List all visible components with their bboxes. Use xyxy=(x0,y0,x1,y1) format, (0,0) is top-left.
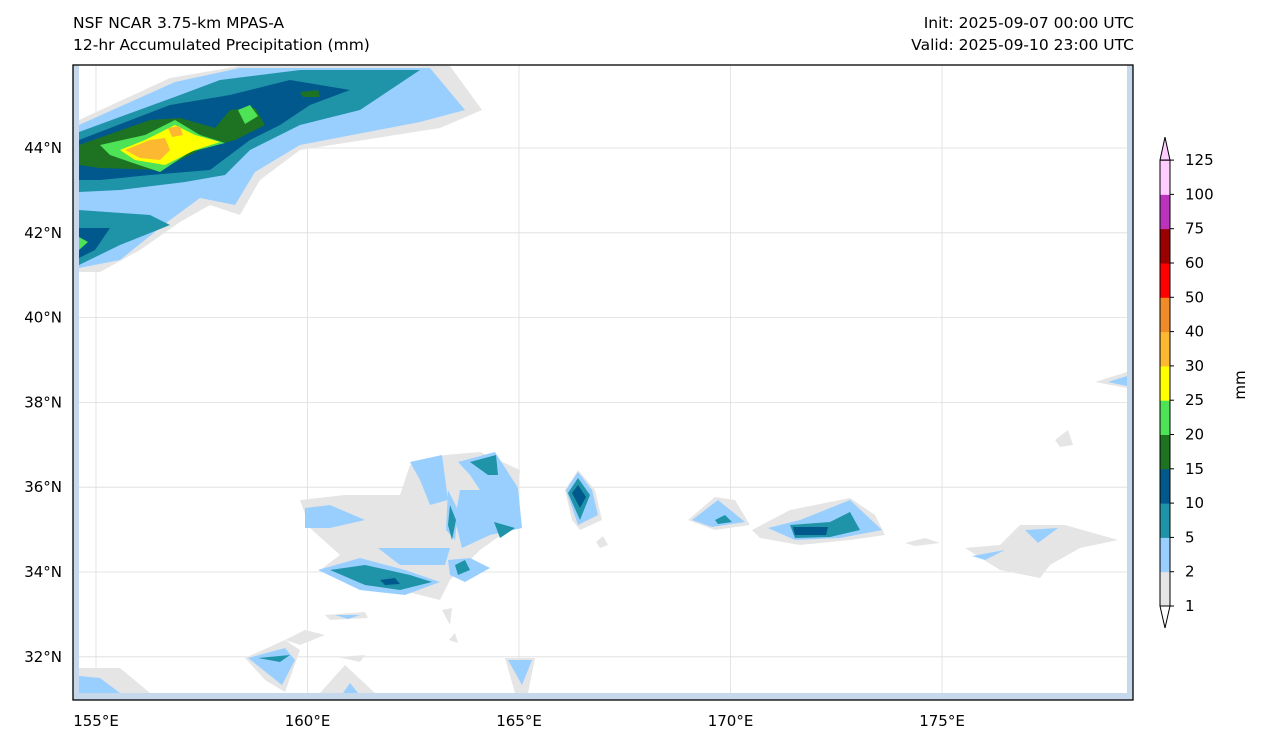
lon-tick-label: 155°E xyxy=(73,712,119,730)
contour-2mm xyxy=(692,500,745,527)
contour-1mm xyxy=(596,536,608,548)
contour-20mm-b xyxy=(238,105,258,124)
contour-30mm xyxy=(125,138,170,160)
edge-strip-left xyxy=(73,65,79,700)
precip-contours xyxy=(73,65,1133,700)
colorbar-extend-max xyxy=(1159,136,1171,161)
colorbar-bin xyxy=(1160,263,1170,298)
lat-tick-label: 40°N xyxy=(24,309,62,327)
contour-5mm xyxy=(715,515,732,524)
colorbar-bin xyxy=(1160,537,1170,573)
lat-tick-label: 32°N xyxy=(24,648,62,666)
init-time: Init: 2025-09-07 00:00 UTC xyxy=(923,14,1134,32)
contour-2mm xyxy=(455,452,522,548)
contour-2mm xyxy=(343,683,358,693)
contour-5mm xyxy=(455,560,470,575)
contour-15mm-b xyxy=(300,90,320,97)
contour-20mm-c xyxy=(79,237,88,250)
lon-tick-label: 170°E xyxy=(708,712,754,730)
contour-1mm xyxy=(320,665,375,693)
contour-30mm-b xyxy=(168,126,183,137)
colorbar-tick-label: 5 xyxy=(1185,528,1195,546)
contour-5mm xyxy=(258,655,290,662)
colorbar-bin xyxy=(1160,365,1170,401)
lat-tick-label: 34°N xyxy=(24,563,62,581)
colorbar-tick-label: 60 xyxy=(1185,254,1204,272)
contour-1mm xyxy=(285,630,325,645)
contour-2mm xyxy=(305,505,365,528)
contour-2mm xyxy=(972,550,1005,560)
contour-1mm xyxy=(965,525,1118,578)
colorbar-bin xyxy=(1160,160,1170,195)
contour-2mm xyxy=(410,455,448,505)
lat-tick-label: 44°N xyxy=(24,139,62,157)
contour-10mm xyxy=(793,527,828,535)
colorbar-bin xyxy=(1160,400,1170,435)
map-frame xyxy=(72,64,1134,701)
contour-10mm xyxy=(380,578,400,585)
colorbar-tick-label: 30 xyxy=(1185,357,1204,375)
contour-5mm xyxy=(448,505,456,540)
colorbar-bin xyxy=(1160,297,1170,333)
colorbar-tick-label: 20 xyxy=(1185,426,1204,444)
contour-10mm xyxy=(572,485,586,508)
colorbar-bin xyxy=(1160,228,1170,264)
contour-2mm xyxy=(1108,376,1127,386)
edge-strip-bottom xyxy=(73,693,1133,700)
contour-2mm xyxy=(1025,528,1058,543)
contour-10mm-b xyxy=(79,228,110,258)
colorbar-tick-label: 25 xyxy=(1185,391,1204,409)
contour-1mm xyxy=(442,608,452,625)
colorbar-bin xyxy=(1160,503,1170,538)
lat-tick-label: 36°N xyxy=(24,478,62,496)
contour-1mm xyxy=(1055,430,1073,447)
edge-strip-right xyxy=(1127,65,1133,700)
contour-1mm xyxy=(449,633,458,643)
lat-tick-label: 42°N xyxy=(24,224,62,242)
lat-tick-label: 38°N xyxy=(24,393,62,411)
colorbar-tick-label: 50 xyxy=(1185,288,1204,306)
colorbar-bin xyxy=(1160,468,1170,504)
colorbar-bin xyxy=(1160,331,1170,367)
contour-1mm xyxy=(338,655,365,662)
colorbar-bin xyxy=(1160,571,1170,607)
contour-2mm xyxy=(378,548,450,565)
colorbar-tick-label: 100 xyxy=(1185,185,1214,203)
colorbar-tick-label: 75 xyxy=(1185,220,1204,238)
valid-time: Valid: 2025-09-10 23:00 UTC xyxy=(911,36,1134,54)
colorbar-tick-label: 40 xyxy=(1185,323,1204,341)
colorbar-extend-min xyxy=(1159,605,1171,629)
contour-1mm xyxy=(905,538,940,546)
colorbar-tick-label: 125 xyxy=(1185,151,1214,169)
model-title: NSF NCAR 3.75-km MPAS-A xyxy=(73,14,285,32)
contour-5mm xyxy=(330,565,432,590)
colorbar-tick-label: 15 xyxy=(1185,460,1204,478)
colorbar-tick-label: 10 xyxy=(1185,494,1204,512)
contour-2mm xyxy=(335,615,360,619)
colorbar-bin xyxy=(1160,194,1170,230)
contour-2mm xyxy=(79,676,120,693)
contour-2mm xyxy=(508,660,532,685)
colorbar-tick-label: 2 xyxy=(1185,563,1195,581)
colorbar-bin xyxy=(1160,434,1170,470)
gridlines xyxy=(73,65,1133,700)
field-title: 12-hr Accumulated Precipitation (mm) xyxy=(73,36,370,54)
contour-5mm-b xyxy=(79,210,170,265)
contour-5mm xyxy=(470,455,498,475)
contour-5mm xyxy=(494,522,515,538)
axis-ticks: 155°E 160°E 165°E 170°E 175°E 44°N 42°N 40°N 38°… xyxy=(24,139,965,730)
colorbar-tick-label: 1 xyxy=(1185,597,1195,615)
lon-tick-label: 175°E xyxy=(919,712,965,730)
lon-tick-label: 160°E xyxy=(285,712,331,730)
lon-tick-label: 165°E xyxy=(496,712,542,730)
colorbar-frame xyxy=(1159,159,1171,607)
colorbar-label: mm xyxy=(1231,370,1249,399)
